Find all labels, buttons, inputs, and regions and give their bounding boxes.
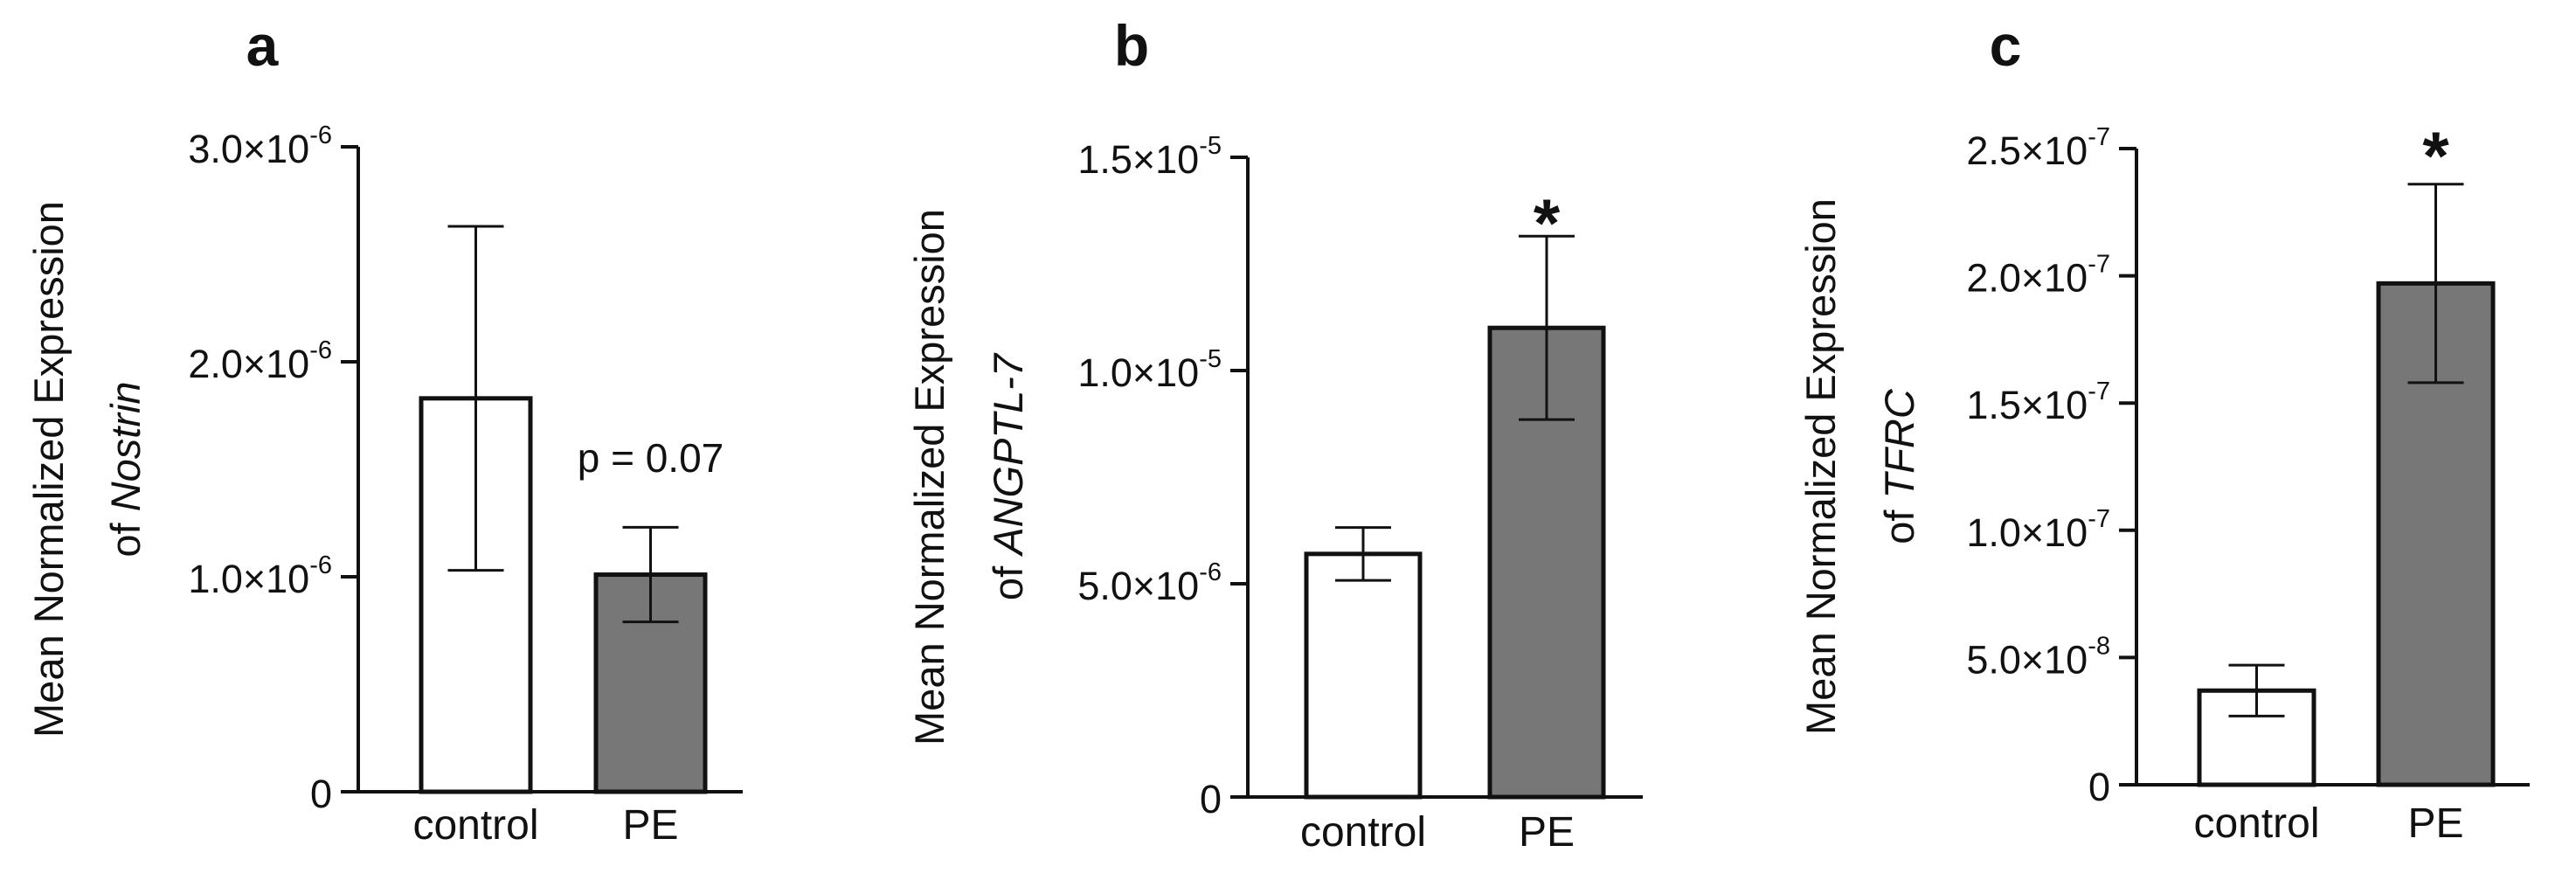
category-label: control bbox=[2193, 800, 2319, 847]
y-tick-label: 2.0×10-7 bbox=[1966, 251, 2110, 301]
y-tick-mantissa: 0 bbox=[1200, 777, 1222, 821]
y-tick-label: 5.0×10-8 bbox=[1966, 632, 2110, 682]
category-label: control bbox=[412, 802, 538, 849]
y-tick-mantissa: 1.0×10 bbox=[1966, 510, 2088, 555]
y-tick-mantissa: 1.0×10 bbox=[1077, 350, 1199, 395]
y-tick-mantissa: 2.0×10 bbox=[188, 342, 309, 386]
y-tick-mantissa: 2.5×10 bbox=[1966, 128, 2088, 173]
panel-c: c05.0×10-81.0×10-71.5×10-72.0×10-72.5×10… bbox=[1797, 13, 2530, 847]
y-tick-label: 1.0×10-6 bbox=[188, 551, 332, 601]
y-tick-exponent: -7 bbox=[2088, 123, 2110, 151]
y-tick-exponent: -5 bbox=[1199, 345, 1222, 373]
y-axis-label-gene: ANGPTL-7 bbox=[985, 352, 1031, 558]
y-axis-label-gene: Nostrin bbox=[102, 381, 149, 511]
category-label: PE bbox=[2407, 800, 2463, 847]
category-label: PE bbox=[1519, 809, 1575, 856]
y-tick-mantissa: 0 bbox=[2088, 765, 2110, 809]
y-axis-label-prefix: of bbox=[985, 555, 1031, 600]
category-label: control bbox=[1300, 809, 1426, 856]
y-axis-label-line1: Mean Normalized Expression bbox=[1797, 198, 1844, 735]
y-tick-exponent: -7 bbox=[2088, 378, 2110, 405]
y-axis-label-prefix: of bbox=[1876, 499, 1922, 544]
y-tick-label: 3.0×10-6 bbox=[188, 121, 332, 171]
y-tick-exponent: -6 bbox=[309, 121, 332, 149]
y-tick-label: 0 bbox=[310, 772, 332, 816]
y-axis-label-line1: Mean Normalized Expression bbox=[906, 209, 952, 745]
category-label: PE bbox=[622, 802, 678, 849]
y-tick-mantissa: 1.5×10 bbox=[1966, 383, 2088, 427]
y-axis-label-prefix: of bbox=[102, 511, 149, 557]
y-tick-label: 5.0×10-6 bbox=[1077, 558, 1222, 608]
y-tick-mantissa: 2.0×10 bbox=[1966, 256, 2088, 301]
y-tick-label: 1.0×10-7 bbox=[1966, 505, 2110, 555]
y-tick-mantissa: 3.0×10 bbox=[188, 127, 309, 171]
y-axis-label-line1: Mean Normalized Expression bbox=[25, 201, 72, 738]
y-tick-exponent: -5 bbox=[1199, 132, 1222, 160]
panel-letter: b bbox=[1114, 13, 1149, 78]
y-tick-exponent: -8 bbox=[2088, 632, 2110, 660]
y-axis-label-line2: of ANGPTL-7 bbox=[985, 352, 1031, 600]
significance-star: * bbox=[1534, 184, 1561, 261]
y-tick-mantissa: 5.0×10 bbox=[1966, 637, 2088, 682]
y-tick-label: 0 bbox=[1200, 777, 1222, 821]
y-tick-mantissa: 5.0×10 bbox=[1077, 564, 1199, 608]
y-tick-mantissa: 1.0×10 bbox=[188, 557, 309, 601]
y-tick-label: 2.0×10-6 bbox=[188, 336, 332, 386]
y-axis-label-line2: of Nostrin bbox=[102, 381, 149, 557]
y-tick-label: 2.5×10-7 bbox=[1966, 123, 2110, 173]
p-value-annotation: p = 0.07 bbox=[578, 435, 724, 481]
y-tick-exponent: -6 bbox=[309, 551, 332, 579]
y-tick-mantissa: 1.5×10 bbox=[1077, 137, 1199, 182]
y-tick-label: 1.5×10-7 bbox=[1966, 378, 2110, 427]
panel-letter: c bbox=[1990, 13, 2022, 78]
y-tick-label: 1.5×10-5 bbox=[1077, 132, 1222, 182]
panel-letter: a bbox=[246, 13, 280, 78]
significance-star: * bbox=[2422, 117, 2449, 194]
y-tick-label: 1.0×10-5 bbox=[1077, 345, 1222, 395]
bar-control bbox=[1304, 551, 1423, 800]
y-tick-exponent: -7 bbox=[2088, 251, 2110, 279]
y-tick-exponent: -6 bbox=[1199, 558, 1222, 586]
y-tick-exponent: -7 bbox=[2088, 505, 2110, 533]
y-axis-label-gene: TFRC bbox=[1876, 388, 1922, 498]
y-tick-label: 0 bbox=[2088, 765, 2110, 809]
y-axis-label-line2: of TFRC bbox=[1876, 388, 1922, 544]
y-tick-mantissa: 0 bbox=[310, 772, 332, 816]
y-tick-exponent: -6 bbox=[309, 336, 332, 364]
